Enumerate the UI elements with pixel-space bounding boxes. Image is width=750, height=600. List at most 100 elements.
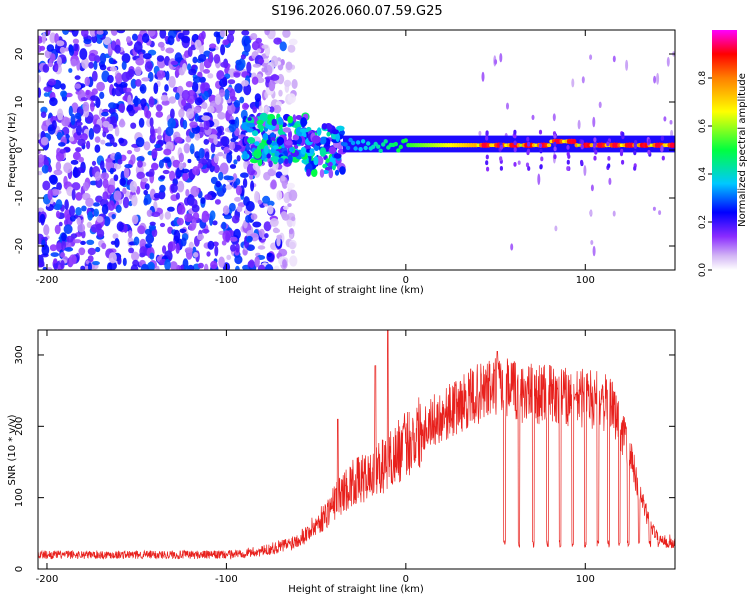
spectrogram-cell — [186, 108, 195, 120]
spectrogram-cell — [194, 97, 203, 106]
spectrogram-cell — [222, 205, 230, 215]
spectrogram-cell — [201, 215, 209, 223]
spectrogram-cell — [50, 252, 60, 257]
spectrogram-cell — [261, 67, 266, 73]
spectrogram-cell — [140, 177, 149, 183]
spectrogram-cell — [47, 62, 54, 67]
spectrogram-cell — [249, 233, 258, 238]
spectrogram-cell — [526, 150, 530, 156]
spectrogram-cell — [572, 138, 577, 145]
spectrogram-cell — [85, 197, 94, 207]
spectrogram-cell — [133, 146, 141, 153]
snr-y-ticks: 0 100 200 300 — [14, 345, 675, 572]
spectrogram-cell — [191, 218, 197, 230]
spectrogram-cell — [122, 187, 127, 195]
spectrogram-cell — [222, 39, 229, 46]
spectrogram-cell — [204, 194, 213, 200]
spectrogram-cell — [64, 247, 74, 252]
spectrogram-cell — [326, 125, 333, 130]
spectrogram-cell — [48, 78, 56, 86]
spectrogram-cell — [118, 119, 126, 128]
spectrogram-cell — [280, 176, 286, 182]
spectrogram-cell — [242, 102, 249, 110]
spectrogram-cell — [203, 58, 212, 69]
spectrogram-cell — [86, 140, 91, 150]
spectrogram-cell — [187, 46, 193, 58]
spectrogram-cell — [233, 100, 241, 108]
spectrogram-cell — [282, 259, 287, 268]
spectrogram-cell — [149, 117, 154, 127]
spectrogram-cell — [252, 106, 257, 114]
spectrogram-cell — [525, 162, 530, 168]
spectrogram-cell — [201, 102, 208, 110]
spectrogram-cell — [224, 88, 230, 101]
spectrogram-cell — [121, 71, 130, 83]
spectrogram-cell — [114, 238, 120, 248]
spectrogram-cell — [268, 79, 276, 92]
spectrogram-cell — [55, 161, 62, 172]
spectrogram-cell — [252, 130, 259, 137]
spectrogram-cell — [168, 96, 177, 104]
spectrogram-cell — [99, 91, 105, 99]
spectrogram-cell — [58, 221, 63, 227]
spectrogram-cell — [134, 66, 142, 76]
spectrogram-cell — [393, 141, 398, 147]
spectrogram-cell — [186, 194, 195, 206]
spectrogram-cell — [537, 173, 541, 186]
spectrogram-y-label: Frequency (Hz) — [7, 112, 18, 188]
spectrogram-heatmap — [38, 30, 675, 270]
spectrogram-cell — [38, 149, 41, 155]
spectrogram-cell — [291, 216, 296, 222]
spectrogram-cell — [60, 252, 66, 258]
spectrogram-cell — [242, 150, 248, 160]
spectrogram-cell — [43, 92, 50, 97]
spectrogram-cell — [299, 128, 308, 134]
spectrogram-cell — [63, 224, 73, 235]
spectrogram-cell — [263, 221, 272, 232]
spectrogram-cell — [148, 168, 155, 177]
spectrogram-cell — [282, 205, 289, 211]
spectrogram-cell — [130, 122, 137, 129]
spectrogram-cell — [223, 214, 233, 220]
spectrogram-cell — [74, 75, 81, 80]
spectrogram-cell — [580, 139, 585, 145]
spectrogram-cell — [79, 48, 88, 60]
snr-y-tick-label: 200 — [14, 417, 25, 436]
spectrogram-cell — [287, 44, 296, 53]
spectrogram-cell — [594, 149, 598, 155]
spectrogram-cell — [118, 137, 125, 144]
spectrogram-cell — [527, 166, 531, 171]
spectrogram-cell — [566, 166, 570, 171]
spectrogram-cell — [230, 138, 236, 143]
spectrogram-cell — [592, 245, 596, 257]
spectrogram-cell — [203, 138, 210, 145]
spectrogram-cell — [38, 35, 43, 44]
spectrogram-cell — [209, 210, 216, 221]
spectrogram-x-tick-label: -200 — [36, 275, 59, 286]
spectrogram-cell — [220, 136, 230, 147]
spectrogram-cell — [619, 151, 624, 157]
spectrogram-cell — [214, 199, 221, 205]
spectrogram-cell — [78, 247, 86, 256]
snr-y-label: SNR (10 * v/v) — [7, 414, 18, 485]
spectrogram-cell — [173, 229, 181, 242]
spectrogram-cell — [84, 76, 91, 87]
spectrogram-cell — [234, 255, 243, 265]
spectrogram-cell — [90, 95, 99, 101]
spectrogram-y-tick-label: 10 — [14, 96, 25, 109]
spectrogram-cell — [348, 137, 353, 143]
spectrogram-cell — [158, 159, 164, 169]
spectrogram-cell — [88, 262, 92, 270]
spectrogram-cell — [174, 136, 183, 144]
spectrogram-cell — [49, 174, 58, 185]
spectrogram-cell — [226, 33, 235, 44]
spectrogram-cell — [246, 122, 256, 128]
spectrogram-cell — [213, 164, 220, 174]
spectrogram-cell — [76, 121, 83, 127]
spectrogram-cell — [68, 105, 73, 117]
spectrogram-cell — [331, 129, 339, 135]
spectrogram-cell — [553, 146, 557, 152]
spectrogram-cell — [135, 79, 142, 87]
spectrogram-cell — [96, 81, 105, 92]
spectrogram-cell — [162, 169, 170, 175]
